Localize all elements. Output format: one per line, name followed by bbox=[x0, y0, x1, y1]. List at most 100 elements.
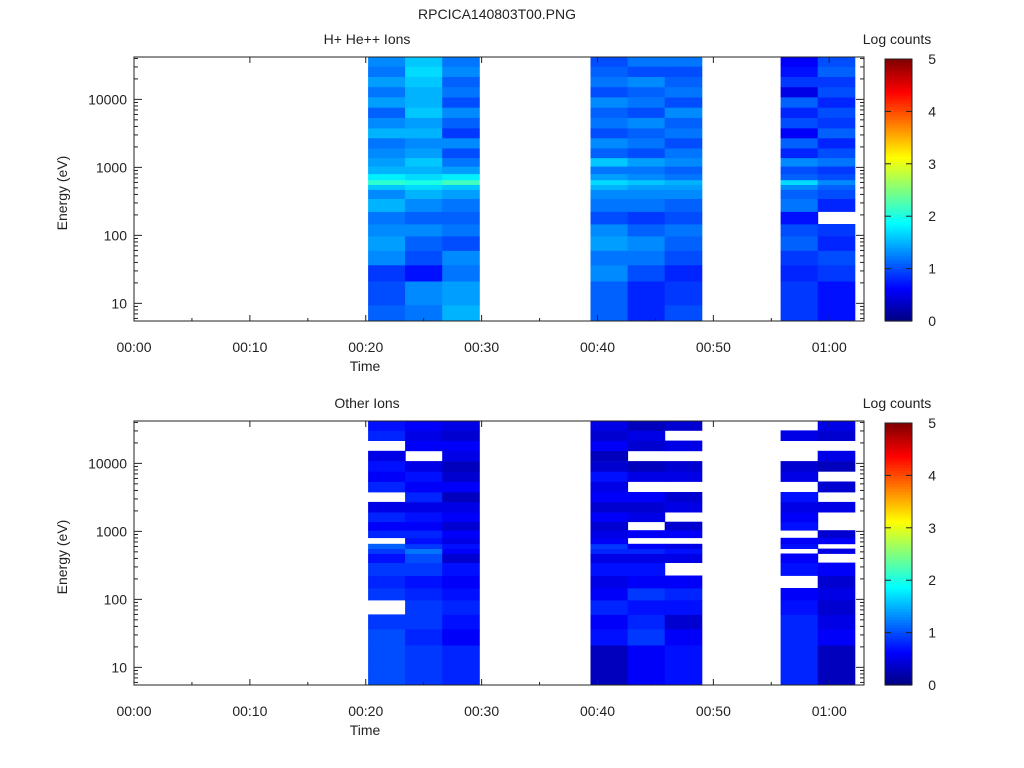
heatmap-cell bbox=[590, 461, 629, 472]
colorbar-swatch bbox=[885, 210, 912, 215]
heatmap-cell bbox=[664, 304, 703, 322]
colorbar-swatch bbox=[885, 263, 912, 267]
heatmap-cell bbox=[590, 492, 629, 503]
colorbar-tick-label: 3 bbox=[928, 156, 936, 172]
y-tick-label: 10000 bbox=[88, 91, 127, 107]
heatmap-cell bbox=[405, 173, 443, 181]
heatmap-cell bbox=[590, 553, 629, 563]
colorbar-swatch bbox=[885, 229, 912, 233]
colorbar-label: Log counts bbox=[863, 31, 932, 47]
heatmap-cell bbox=[368, 614, 406, 630]
heatmap-cell bbox=[627, 440, 666, 452]
heatmap-cell bbox=[590, 628, 629, 646]
heatmap-cell bbox=[627, 198, 666, 212]
heatmap-cell bbox=[442, 512, 480, 523]
heatmap-cell bbox=[590, 501, 629, 513]
heatmap-cell bbox=[442, 86, 480, 98]
colorbar-swatch bbox=[885, 268, 912, 272]
colorbar-tick-label: 1 bbox=[928, 261, 936, 277]
heatmap-cell bbox=[405, 148, 443, 159]
heatmap-cell bbox=[442, 224, 480, 237]
heatmap-cell bbox=[405, 521, 443, 531]
colorbar-swatch bbox=[885, 629, 912, 634]
colorbar-swatch bbox=[885, 111, 912, 115]
heatmap-cell bbox=[780, 628, 819, 686]
heatmap-cell bbox=[405, 184, 443, 190]
heatmap-cell bbox=[664, 211, 703, 225]
heatmap-cell bbox=[442, 553, 480, 563]
colorbar-swatch bbox=[885, 231, 912, 236]
heatmap-cell bbox=[780, 430, 819, 441]
heatmap-cell bbox=[590, 481, 629, 493]
colorbar-swatch bbox=[885, 260, 912, 264]
heatmap-cell bbox=[817, 173, 856, 181]
heatmap-cell bbox=[442, 211, 480, 225]
colorbar-swatch bbox=[885, 423, 912, 427]
heatmap-cell bbox=[627, 614, 666, 630]
colorbar-swatch bbox=[885, 603, 912, 607]
heatmap-cell bbox=[627, 575, 666, 589]
colorbar-swatch bbox=[885, 624, 912, 628]
heatmap-cell bbox=[627, 97, 666, 108]
colorbar-swatch bbox=[885, 540, 912, 545]
heatmap-cell bbox=[817, 250, 856, 266]
heatmap-cell bbox=[817, 450, 856, 462]
colorbar-swatch bbox=[885, 619, 912, 623]
heatmap-cell bbox=[368, 211, 406, 225]
colorbar-swatch bbox=[885, 428, 912, 432]
heatmap-cell bbox=[780, 117, 819, 129]
x-tick-label: 00:20 bbox=[348, 339, 383, 355]
heatmap-cell bbox=[590, 128, 629, 139]
x-tick-label: 00:10 bbox=[232, 339, 267, 355]
colorbar-swatch bbox=[885, 169, 912, 173]
panel-title: Other Ions bbox=[334, 395, 399, 411]
heatmap-cell bbox=[590, 440, 629, 452]
colorbar-swatch bbox=[885, 671, 912, 676]
heatmap-cell bbox=[405, 281, 443, 306]
heatmap-cell bbox=[368, 548, 406, 554]
heatmap-cell bbox=[664, 66, 703, 77]
heatmap-cell bbox=[627, 86, 666, 98]
colorbar-swatch bbox=[885, 577, 912, 581]
heatmap-cell bbox=[368, 137, 406, 149]
heatmap-cell bbox=[368, 421, 406, 431]
heatmap-cell bbox=[368, 553, 406, 563]
heatmap-cell bbox=[368, 501, 406, 513]
heatmap-cell bbox=[817, 304, 856, 322]
colorbar-swatch bbox=[885, 483, 912, 487]
colorbar-swatch bbox=[885, 258, 912, 262]
heatmap-cell bbox=[590, 76, 629, 88]
colorbar-swatch bbox=[885, 307, 912, 312]
heatmap-cell bbox=[405, 198, 443, 212]
heatmap-cell bbox=[442, 166, 480, 175]
heatmap-cell bbox=[780, 250, 819, 266]
colorbar-swatch bbox=[885, 265, 912, 270]
heatmap-cell bbox=[664, 501, 703, 513]
heatmap-cell bbox=[627, 548, 666, 554]
heatmap-cell bbox=[817, 198, 856, 212]
heatmap-cell bbox=[780, 501, 819, 513]
x-tick-label: 00:40 bbox=[580, 339, 615, 355]
colorbar-swatch bbox=[885, 609, 912, 613]
colorbar-tick-label: 5 bbox=[928, 415, 936, 431]
heatmap-cell bbox=[442, 189, 480, 199]
heatmap-cell bbox=[368, 107, 406, 118]
heatmap-cell bbox=[368, 304, 406, 322]
heatmap-cell bbox=[442, 521, 480, 531]
colorbar-swatch bbox=[885, 472, 912, 476]
x-tick-label: 00:30 bbox=[464, 339, 499, 355]
colorbar-swatch bbox=[885, 95, 912, 99]
colorbar-frame bbox=[884, 422, 913, 686]
heatmap-cell bbox=[590, 575, 629, 589]
heatmap-cell bbox=[442, 492, 480, 503]
colorbar-swatch bbox=[885, 66, 912, 71]
heatmap-cell bbox=[442, 530, 480, 539]
heatmap-cell bbox=[590, 189, 629, 199]
heatmap-cell bbox=[627, 421, 666, 431]
heatmap-cell bbox=[817, 137, 856, 149]
colorbar-swatch bbox=[885, 538, 912, 542]
heatmap-cell bbox=[664, 236, 703, 251]
heatmap-cell bbox=[664, 588, 703, 601]
heatmap-cell bbox=[627, 304, 666, 322]
heatmap-cell bbox=[664, 530, 703, 539]
